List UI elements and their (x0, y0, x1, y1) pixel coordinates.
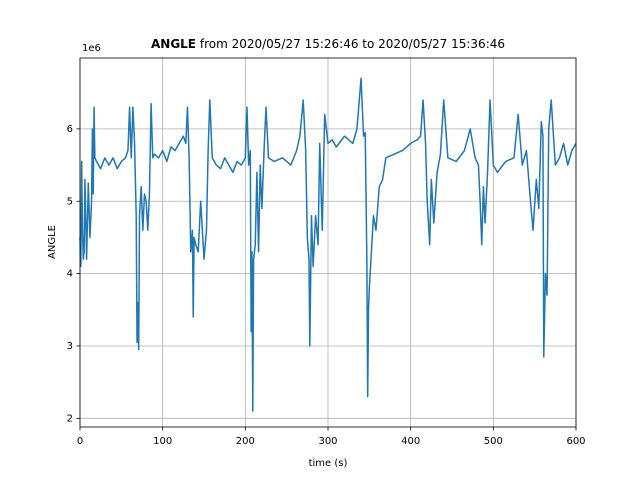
x-tick-label: 0 (77, 436, 83, 447)
axes-frame (79, 57, 577, 428)
chart-title: ANGLE from 2020/05/27 15:26:46 to 2020/0… (151, 37, 505, 51)
offset-label: 1e6 (82, 43, 101, 54)
data-line (79, 77, 577, 412)
y-tick-label: 2 (67, 413, 73, 424)
y-tick-label: 4 (67, 269, 73, 280)
y-tick-label: 6 (67, 124, 73, 135)
x-tick-label: 600 (566, 436, 585, 447)
x-tick-label: 300 (318, 436, 337, 447)
x-tick-label: 500 (484, 436, 503, 447)
y-axis-label: ANGLE (47, 225, 58, 259)
x-tick-label: 100 (153, 436, 172, 447)
title-text: from 2020/05/27 15:26:46 to 2020/05/27 1… (200, 37, 505, 51)
x-axis-label: time (s) (309, 458, 348, 469)
x-tick-label: 400 (401, 436, 420, 447)
title-bold: ANGLE (151, 37, 196, 51)
x-tick-label: 200 (236, 436, 255, 447)
y-tick-label: 5 (67, 196, 73, 207)
y-tick-label: 3 (67, 341, 73, 352)
